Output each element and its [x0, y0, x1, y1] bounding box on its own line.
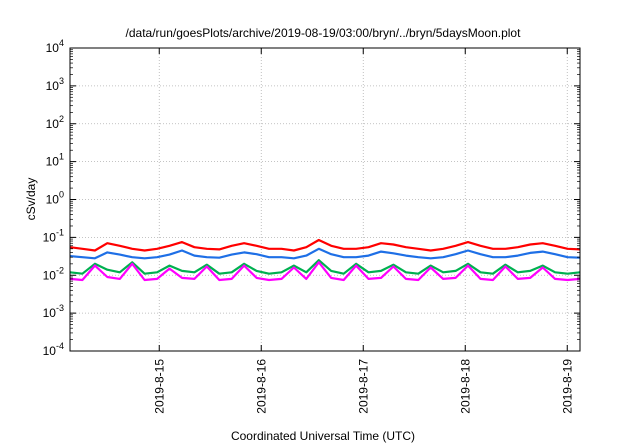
series-line-3 — [69, 261, 581, 282]
y-tick-base: 10 — [46, 155, 60, 169]
y-tick-base: 10 — [46, 193, 60, 207]
y-tick-label: 104 — [46, 38, 64, 55]
y-tick-base: 10 — [43, 306, 57, 320]
series-line-1 — [69, 247, 581, 260]
y-tick-label: 10-3 — [43, 303, 64, 320]
x-tick-label: 2019-8-18 — [458, 359, 472, 414]
y-tick-label: 101 — [46, 152, 64, 169]
x-axis-label: Coordinated Universal Time (UTC) — [231, 429, 415, 443]
grid — [70, 47, 580, 352]
y-tick-base: 10 — [43, 268, 57, 282]
x-tick-label: 2019-8-19 — [560, 359, 574, 414]
y-tick-base: 10 — [46, 79, 60, 93]
y-tick-label: 10-1 — [43, 227, 64, 244]
y-tick-exponent: -3 — [56, 303, 64, 313]
y-tick-exponent: 4 — [59, 38, 64, 48]
x-tick-label: 2019-8-16 — [254, 359, 268, 414]
y-tick-exponent: 3 — [59, 76, 64, 86]
x-axis: 2019-8-15 2019-8-16 2019-8-17 2019-8-18 2019… — [152, 48, 574, 414]
y-tick-exponent: 2 — [59, 114, 64, 124]
y-tick-exponent: 0 — [59, 190, 64, 200]
y-tick-base: 10 — [46, 117, 60, 131]
series-line-0 — [69, 238, 581, 252]
series-line-2 — [69, 259, 581, 275]
x-tick-label: 2019-8-17 — [356, 359, 370, 414]
y-tick-base: 10 — [46, 41, 60, 55]
x-tick-label: 2019-8-15 — [152, 359, 166, 414]
chart-title: /data/run/goesPlots/archive/2019-08-19/0… — [126, 26, 522, 40]
y-tick-label: 10-4 — [43, 341, 64, 358]
y-tick-label: 102 — [46, 114, 64, 131]
y-tick-label: 103 — [46, 76, 64, 93]
y-axis-label: cSv/day — [24, 178, 38, 221]
y-tick-label: 100 — [46, 190, 64, 207]
y-tick-exponent: -4 — [56, 341, 64, 351]
y-tick-exponent: -1 — [56, 227, 64, 237]
y-tick-base: 10 — [43, 344, 57, 358]
y-tick-exponent: 1 — [59, 152, 64, 162]
y-tick-base: 10 — [43, 230, 57, 244]
series-group — [69, 238, 581, 282]
y-tick-exponent: -2 — [56, 265, 64, 275]
y-tick-label: 10-2 — [43, 265, 64, 282]
